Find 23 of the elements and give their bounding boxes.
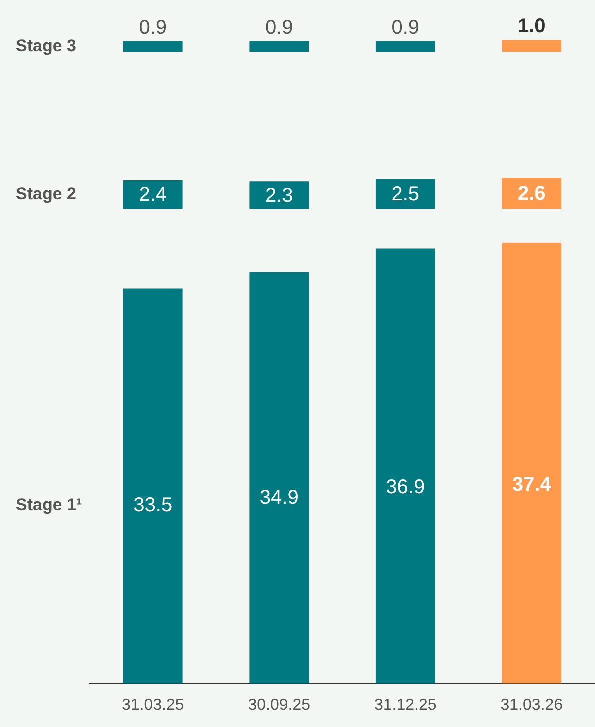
data-label: 34.9 <box>260 487 299 510</box>
data-label: 0.9 <box>265 16 294 39</box>
data-label: 2.5 <box>392 184 420 206</box>
bar <box>376 248 436 684</box>
x-tick-label: 31.03.25 <box>122 696 184 714</box>
data-label: 0.9 <box>392 16 420 39</box>
bar <box>502 242 562 684</box>
data-label: 2.3 <box>265 184 294 207</box>
text: Stage 2 <box>16 184 76 204</box>
data-label: 0.9 <box>139 16 168 39</box>
text: Stage 3 <box>16 36 76 56</box>
data-label: 2.6 <box>518 183 546 206</box>
bar <box>123 288 183 684</box>
bar <box>250 272 310 684</box>
x-tick-label: 31.03.26 <box>500 696 564 714</box>
x-tick-label: 31.12.25 <box>374 696 437 714</box>
data-label: 37.4 <box>512 474 552 496</box>
data-label: 1.0 <box>518 16 546 38</box>
data-label: 36.9 <box>386 476 426 499</box>
text: Stage 1¹ <box>16 496 82 515</box>
data-label: 2.4 <box>139 184 168 206</box>
x-tick-label: 30.09.25 <box>248 696 311 714</box>
data-label: 33.5 <box>134 494 173 517</box>
